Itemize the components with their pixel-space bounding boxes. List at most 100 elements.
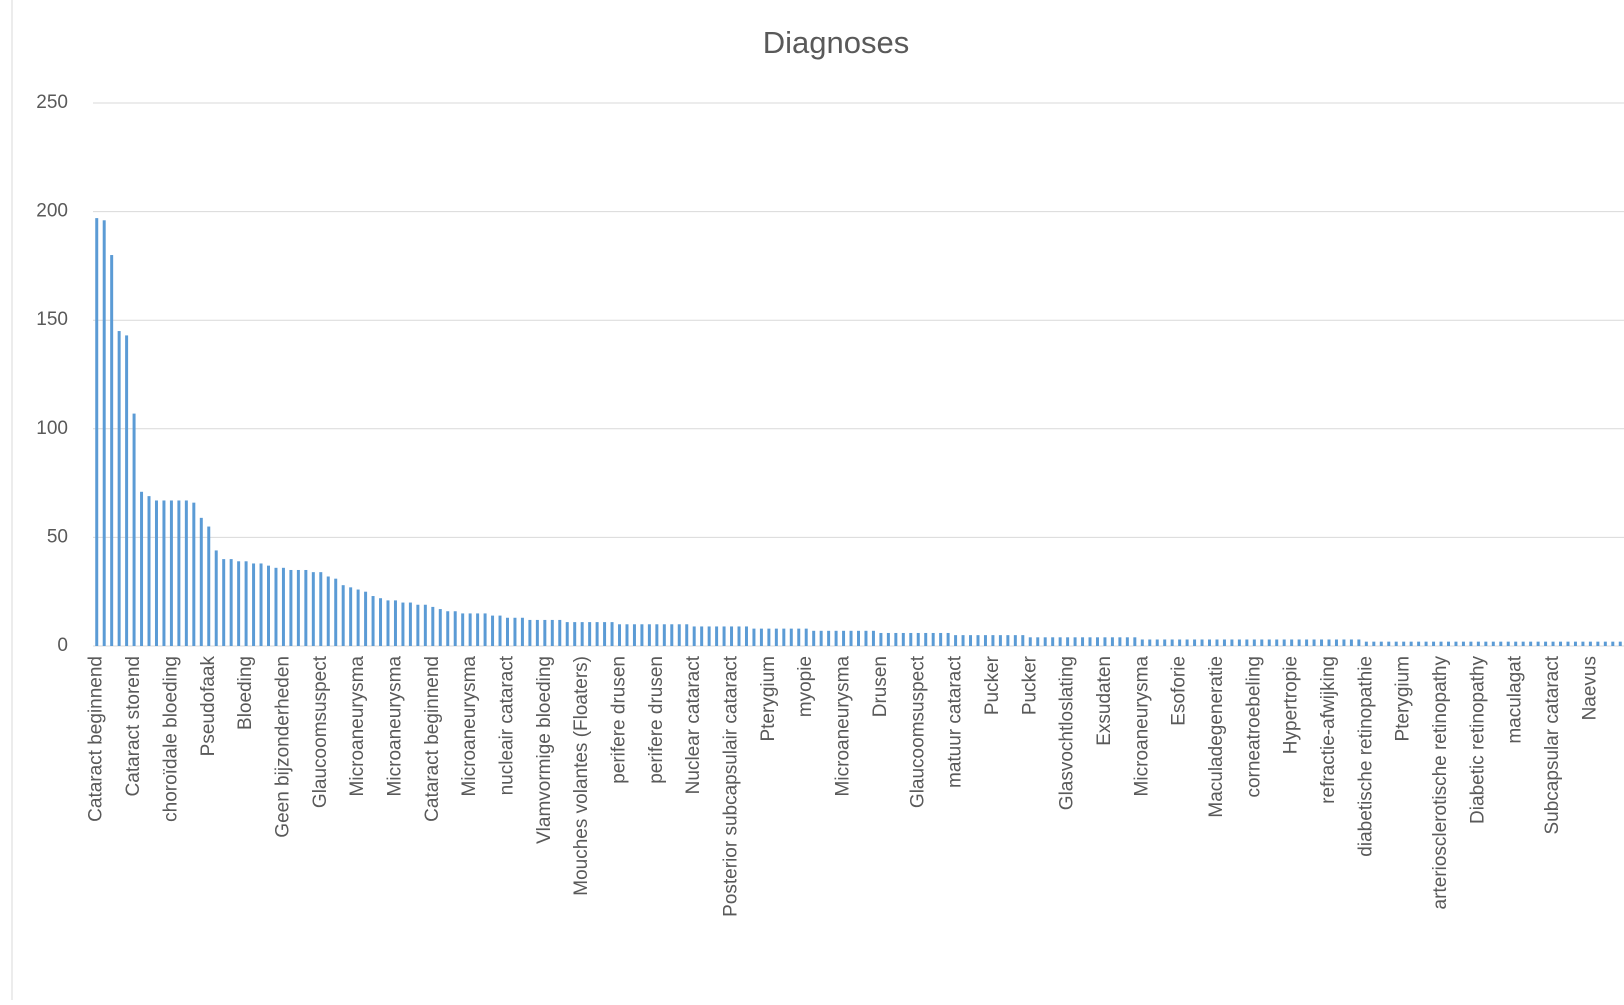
bar (177, 500, 181, 646)
x-tick-label: Pterygium (1393, 656, 1414, 742)
bar (1051, 637, 1055, 646)
bar (1178, 639, 1182, 646)
bar (498, 615, 502, 646)
x-tick-label: perifere drusen (646, 656, 667, 784)
bar (774, 628, 778, 646)
x-tick-label: corneatroebeling (1243, 656, 1264, 798)
bar (819, 630, 823, 646)
y-tick-label: 150 (36, 309, 68, 330)
bar (759, 628, 763, 646)
bar (730, 626, 734, 646)
x-tick-label: Microaneurysma (384, 656, 405, 797)
bar (909, 632, 913, 646)
bar (603, 622, 607, 646)
bar (386, 600, 390, 646)
x-tick-label: Diabetic retinopathy (1467, 656, 1488, 824)
bar (147, 496, 151, 646)
bar (125, 335, 129, 646)
bar (744, 626, 748, 646)
x-tick-label: Geen bijzonderheden (272, 656, 293, 838)
bar (580, 622, 584, 646)
x-tick-label: Pucker (982, 655, 1003, 715)
bar (1230, 639, 1234, 646)
bar (169, 500, 173, 646)
bar (1581, 641, 1585, 646)
bar (558, 619, 562, 646)
bar (647, 624, 651, 646)
x-tick-label: Vlamvormige bloeding (534, 656, 555, 844)
bar (901, 632, 905, 646)
bar (154, 500, 158, 646)
bar (1357, 639, 1361, 646)
bar (1327, 639, 1331, 646)
bar (692, 626, 696, 646)
bar (1432, 641, 1436, 646)
bar (685, 624, 689, 646)
bar (468, 613, 472, 646)
x-tick-label: maculagat (1505, 655, 1526, 743)
bar (393, 600, 397, 646)
bar (513, 617, 517, 646)
bar (1200, 639, 1204, 646)
bar (1603, 641, 1607, 646)
bar (1095, 637, 1099, 646)
bar (1334, 639, 1338, 646)
bar (946, 632, 950, 646)
bar (1409, 641, 1413, 646)
bar (304, 569, 308, 646)
x-tick-label: choroïdale bloeding (160, 656, 181, 822)
x-tick-label: Cataract beginnend (86, 656, 107, 822)
bar (1566, 641, 1570, 646)
bar (1379, 641, 1383, 646)
bar (976, 635, 980, 646)
bar (1081, 637, 1085, 646)
bar (491, 615, 495, 646)
bar (1222, 639, 1226, 646)
bar (1267, 639, 1271, 646)
bar (1013, 635, 1017, 646)
bar (640, 624, 644, 646)
bar (849, 630, 853, 646)
bar (461, 613, 465, 646)
bar (1372, 641, 1376, 646)
bar (95, 218, 99, 646)
x-tick-label: Glaucoomsuspect (310, 655, 331, 808)
bar (565, 622, 569, 646)
bar (700, 626, 704, 646)
bar (1417, 641, 1421, 646)
bar (296, 569, 300, 646)
bar (573, 622, 577, 646)
x-tick-label: arteriosclerotische retinopathy (1430, 656, 1451, 910)
bar (1021, 635, 1025, 646)
bar (1140, 639, 1144, 646)
bar (408, 602, 412, 646)
bar (207, 526, 211, 646)
bar (140, 491, 144, 646)
bar (117, 331, 121, 646)
bar (797, 628, 801, 646)
bar (827, 630, 831, 646)
bar (274, 567, 278, 646)
bar (864, 630, 868, 646)
bar (1305, 639, 1309, 646)
bar (834, 630, 838, 646)
y-tick-label: 200 (36, 201, 68, 222)
bar (954, 635, 958, 646)
bar (871, 630, 875, 646)
bar (528, 619, 532, 646)
bar (162, 500, 166, 646)
bar (969, 635, 973, 646)
bar (1163, 639, 1167, 646)
x-tick-label: perifere drusen (609, 656, 630, 784)
bar (237, 561, 241, 646)
x-tick-label: Bloeding (235, 656, 256, 730)
bar (618, 624, 622, 646)
bar (1484, 641, 1488, 646)
bar (535, 619, 539, 646)
bar (1073, 637, 1077, 646)
bar (1320, 639, 1324, 646)
bar (476, 613, 480, 646)
x-tick-label: Subcapsular cataract (1542, 655, 1563, 834)
bar (438, 609, 442, 646)
